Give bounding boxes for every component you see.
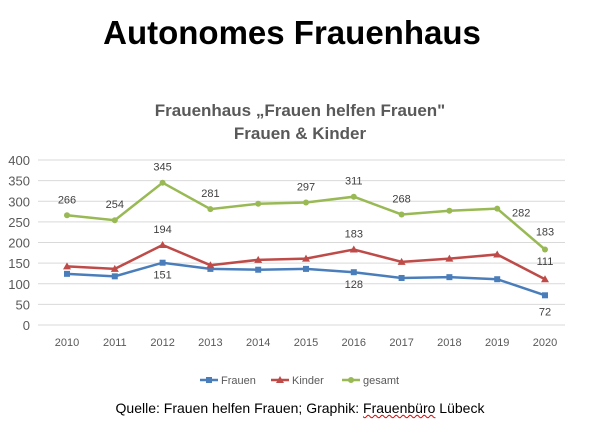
data-label: 151 — [153, 270, 171, 282]
source-prefix: Quelle: Frauen helfen Frauen; Graphik: — [115, 400, 364, 416]
legend-label: Kinder — [292, 375, 324, 387]
data-point-gesamt — [64, 212, 70, 219]
legend-marker-gesamt — [348, 377, 354, 383]
data-point-frauen — [111, 273, 118, 280]
data-point-frauen — [255, 266, 262, 273]
data-label: 281 — [201, 188, 219, 200]
data-point-kinder — [63, 262, 71, 270]
data-point-kinder — [206, 261, 215, 269]
data-point-gesamt — [398, 211, 405, 218]
data-label: 282 — [512, 208, 530, 220]
data-point-kinder — [541, 275, 549, 283]
data-label: 183 — [345, 229, 363, 241]
data-point-gesamt — [303, 199, 309, 206]
data-point-gesamt — [159, 179, 166, 186]
y-tick-label: 150 — [8, 256, 30, 271]
data-point-kinder — [349, 245, 358, 253]
data-point-frauen — [494, 276, 501, 283]
data-point-frauen — [398, 274, 405, 281]
data-point-gesamt — [542, 246, 548, 253]
y-tick-label: 300 — [8, 194, 30, 209]
data-label: 254 — [106, 199, 124, 211]
data-label: 183 — [536, 227, 554, 239]
data-point-frauen — [303, 265, 309, 272]
chart-title-line-1: Frauenhaus „Frauen helfen Frauen" — [154, 101, 446, 120]
data-point-frauen — [446, 274, 453, 281]
data-point-kinder — [397, 257, 406, 265]
data-point-gesamt — [494, 205, 501, 212]
data-point-frauen — [350, 269, 357, 276]
x-tick-label: 2013 — [198, 337, 222, 349]
data-point-gesamt — [207, 206, 214, 213]
y-tick-label: 100 — [8, 277, 30, 292]
legend-label: Frauen — [221, 375, 256, 387]
y-tick-label: 250 — [8, 215, 30, 230]
data-point-kinder — [445, 254, 454, 262]
data-label: 311 — [345, 176, 363, 188]
x-tick-label: 2011 — [103, 337, 127, 349]
page-title: Autonomes Frauenhaus — [103, 14, 481, 51]
data-point-gesamt — [255, 200, 262, 207]
x-tick-label: 2014 — [246, 337, 270, 349]
y-tick-label: 350 — [8, 174, 30, 189]
y-tick-label: 50 — [16, 297, 30, 312]
x-tick-label: 2020 — [533, 337, 557, 349]
legend-marker-frauen — [206, 377, 212, 383]
data-point-gesamt — [350, 193, 357, 200]
y-tick-label: 400 — [8, 153, 30, 168]
x-tick-label: 2010 — [55, 337, 79, 349]
chart-title-line-2: Frauen & Kinder — [233, 124, 367, 143]
source-suffix: Lübeck — [435, 400, 485, 416]
data-point-frauen — [159, 259, 166, 266]
x-tick-label: 2016 — [342, 337, 366, 349]
y-tick-label: 200 — [8, 236, 30, 251]
legend-label: gesamt — [363, 375, 399, 387]
data-point-kinder — [158, 240, 167, 248]
data-label: 268 — [392, 193, 410, 205]
legend-marker-kinder — [276, 376, 284, 383]
data-point-frauen — [542, 292, 548, 299]
data-label: 297 — [297, 181, 315, 193]
x-tick-label: 2017 — [389, 337, 413, 349]
data-point-kinder — [493, 250, 502, 258]
x-tick-label: 2012 — [150, 337, 174, 349]
data-label: 345 — [153, 162, 171, 174]
data-label: 128 — [345, 279, 363, 291]
x-tick-label: 2019 — [485, 337, 509, 349]
data-point-frauen — [64, 270, 70, 277]
data-point-kinder — [254, 255, 263, 263]
data-point-frauen — [207, 265, 214, 272]
series-line-kinder — [66, 243, 546, 281]
data-point-kinder — [110, 264, 119, 272]
data-point-gesamt — [111, 217, 118, 224]
data-point-kinder — [302, 254, 310, 262]
data-point-gesamt — [446, 207, 453, 214]
x-tick-label: 2015 — [294, 337, 318, 349]
x-tick-label: 2018 — [437, 337, 461, 349]
data-label: 194 — [153, 224, 171, 236]
data-label: 266 — [58, 194, 76, 206]
source-note: Quelle: Frauen helfen Frauen; Graphik: F… — [0, 400, 600, 416]
source-underlined: Frauenbüro — [363, 400, 436, 416]
data-label: 111 — [537, 256, 554, 268]
y-tick-label: 0 — [23, 318, 30, 333]
data-label: 72 — [539, 306, 551, 318]
